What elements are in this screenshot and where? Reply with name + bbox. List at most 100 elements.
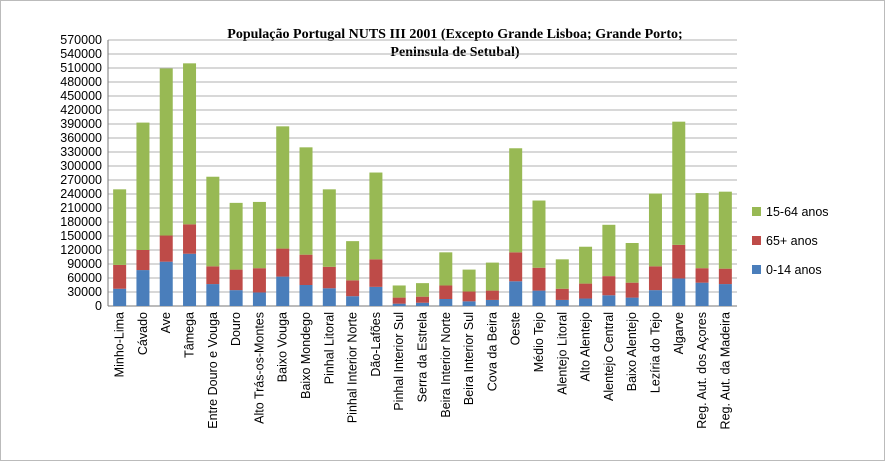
bar-segment bbox=[252, 292, 266, 306]
bar-segment bbox=[252, 201, 266, 269]
bar-segment bbox=[276, 126, 290, 249]
bar-segment bbox=[509, 252, 523, 282]
bar-segment bbox=[369, 172, 383, 260]
chart-title: População Portugal NUTS III 2001 (Except… bbox=[227, 27, 682, 42]
x-tick-label: Pinhal Litoral bbox=[322, 312, 336, 384]
legend-swatch bbox=[752, 265, 761, 274]
bar-segment bbox=[462, 269, 476, 292]
bar-segment bbox=[346, 296, 360, 306]
bar-segment bbox=[695, 268, 709, 283]
bar-segment bbox=[625, 297, 639, 306]
bar-segment bbox=[439, 299, 453, 306]
x-tick-label: Alentejo Central bbox=[602, 312, 616, 401]
y-tick-label: 60000 bbox=[67, 271, 102, 285]
bar-segment bbox=[718, 284, 732, 306]
x-tick-label: Algarve bbox=[672, 312, 686, 354]
bar-segment bbox=[206, 266, 220, 285]
bar-segment bbox=[322, 288, 336, 306]
y-tick-label: 450000 bbox=[60, 89, 102, 103]
bar-segment bbox=[416, 296, 429, 303]
bar-segment bbox=[159, 261, 173, 306]
bar-segment bbox=[159, 68, 173, 236]
bar-segment bbox=[136, 122, 150, 250]
x-tick-label: Baixo Alentejo bbox=[625, 312, 639, 391]
bar-segment bbox=[439, 252, 453, 286]
y-tick-label: 300000 bbox=[60, 159, 102, 173]
y-tick-label: 360000 bbox=[60, 131, 102, 145]
bar-segment bbox=[392, 285, 406, 298]
bar-segment bbox=[113, 264, 127, 289]
x-tick-label: Pinhal Interior Sul bbox=[392, 312, 406, 411]
x-tick-label: Alto Trás-os-Montes bbox=[252, 312, 266, 424]
x-tick-label: Entre Douro e Vouga bbox=[206, 312, 220, 429]
x-tick-label: Alto Alentejo bbox=[579, 312, 593, 382]
bar-segment bbox=[485, 290, 499, 300]
bar-segment bbox=[672, 244, 686, 279]
bar-segment bbox=[695, 282, 709, 306]
bar-segment bbox=[625, 282, 639, 298]
x-tick-label: Tâmega bbox=[183, 312, 197, 358]
bar-segment bbox=[579, 283, 593, 299]
bar-segment bbox=[369, 286, 383, 306]
y-tick-label: 150000 bbox=[60, 229, 102, 243]
x-tick-label: Pinhal Interior Norte bbox=[346, 312, 360, 423]
bar-segment bbox=[532, 290, 546, 306]
legend-label: 65+ anos bbox=[766, 234, 818, 248]
bar-segment bbox=[299, 147, 313, 255]
y-tick-label: 510000 bbox=[60, 61, 102, 75]
bar-segment bbox=[159, 235, 173, 262]
bar-segment bbox=[206, 284, 220, 306]
bar-segment bbox=[555, 288, 569, 300]
x-tick-label: Médio Tejo bbox=[532, 312, 546, 372]
x-tick-label: Oeste bbox=[509, 312, 523, 345]
y-tick-label: 270000 bbox=[60, 173, 102, 187]
bar-segment bbox=[718, 191, 732, 269]
x-tick-label: Dão-Lafões bbox=[369, 312, 383, 377]
bar-segment bbox=[555, 259, 569, 289]
x-tick-label: Cova da Beira bbox=[485, 312, 499, 391]
bar-segment bbox=[299, 254, 313, 285]
bar-segment bbox=[509, 148, 523, 253]
bar-segment bbox=[229, 290, 243, 306]
bar-segment bbox=[183, 253, 197, 306]
bar-segment bbox=[602, 224, 616, 277]
bar-segment bbox=[532, 200, 546, 268]
bar-segment bbox=[462, 301, 476, 306]
bar-segment bbox=[672, 278, 686, 306]
chart-title: Peninsula de Setubal) bbox=[390, 45, 519, 60]
bar-segment bbox=[579, 298, 593, 306]
bar-segment bbox=[136, 270, 150, 306]
y-tick-label: 570000 bbox=[60, 33, 102, 47]
bar-segment bbox=[648, 266, 662, 291]
x-tick-label: Reg. Aut. da Madeira bbox=[718, 312, 732, 429]
bar-segment bbox=[718, 268, 732, 285]
y-tick-label: 240000 bbox=[60, 187, 102, 201]
bar-segment bbox=[369, 259, 383, 287]
bar-segment bbox=[555, 299, 569, 306]
y-tick-label: 480000 bbox=[60, 75, 102, 89]
y-tick-label: 420000 bbox=[60, 103, 102, 117]
y-tick-label: 90000 bbox=[67, 257, 102, 271]
x-tick-label: Cávado bbox=[136, 312, 150, 355]
y-tick-label: 30000 bbox=[67, 285, 102, 299]
y-tick-label: 330000 bbox=[60, 145, 102, 159]
bar-segment bbox=[439, 285, 453, 299]
bar-segment bbox=[485, 262, 499, 291]
legend-label: 0-14 anos bbox=[766, 263, 822, 277]
bar-segment bbox=[136, 250, 150, 271]
x-tick-label: Lezíria do Tejo bbox=[648, 312, 662, 393]
bar-segment bbox=[113, 189, 127, 265]
bar-segment bbox=[346, 241, 360, 281]
bar-segment bbox=[392, 303, 406, 306]
y-tick-label: 180000 bbox=[60, 215, 102, 229]
y-tick-label: 540000 bbox=[60, 47, 102, 61]
bar-segment bbox=[532, 267, 546, 291]
x-tick-label: Baixo Vouga bbox=[276, 312, 290, 382]
x-tick-label: Minho-Lima bbox=[113, 312, 127, 377]
bar-segment bbox=[299, 285, 313, 306]
x-tick-label: Beira Interior Sul bbox=[462, 312, 476, 405]
bar-segment bbox=[695, 193, 709, 269]
y-tick-label: 120000 bbox=[60, 243, 102, 257]
bar-segment bbox=[648, 290, 662, 306]
